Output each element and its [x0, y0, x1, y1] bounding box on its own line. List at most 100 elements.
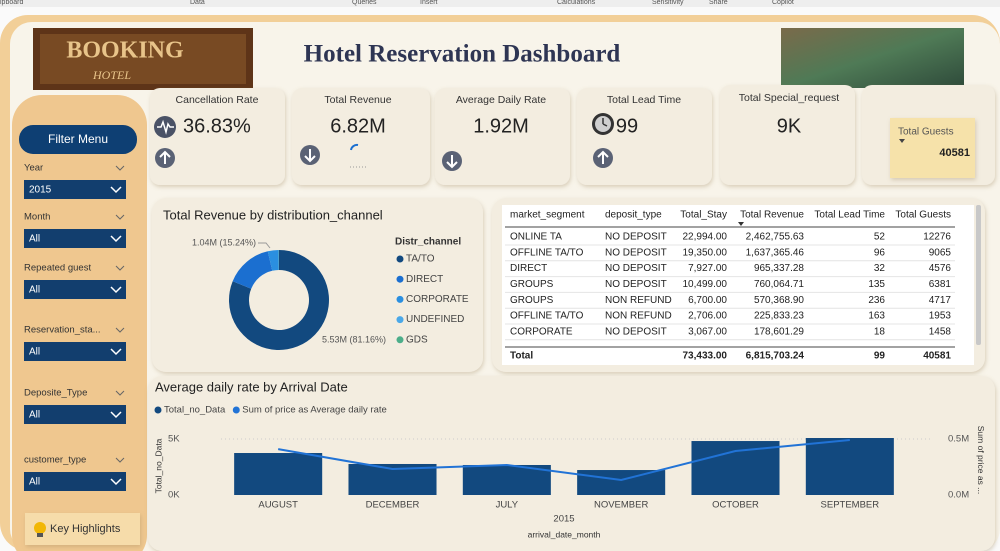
table-cell: OFFLINE TA/TO	[510, 311, 584, 322]
table-cell: NON REFUND	[605, 311, 672, 322]
kpi-label: Total Revenue	[324, 94, 391, 106]
table-cell: 96	[874, 247, 886, 258]
arrow	[597, 150, 609, 164]
filter-value[interactable]: All	[29, 477, 40, 488]
table-cell: ONLINE TA	[510, 232, 562, 243]
key-highlights-label[interactable]: Key Highlights	[50, 523, 121, 535]
legend-dot	[232, 406, 240, 414]
filter-menu-button[interactable]	[19, 125, 137, 154]
y2-axis-title: Sum of price as ...	[976, 426, 986, 495]
filter-label: Reservation_sta...	[24, 325, 101, 336]
kpi-card	[435, 88, 570, 185]
table-header: Total Revenue	[740, 210, 804, 221]
table-cell: NO DEPOSIT	[605, 232, 667, 243]
ribbon-tab: Data	[190, 0, 205, 6]
total-guests-card	[890, 118, 975, 178]
ribbon-tab: Queries	[352, 0, 377, 6]
table-cell: 4717	[929, 295, 952, 306]
sort-indicator	[738, 222, 744, 226]
bar	[805, 438, 894, 495]
filter-dropdown[interactable]	[24, 180, 126, 199]
filter-menu-label[interactable]: Filter Menu	[48, 132, 108, 146]
x-tick-label: SEPTEMBER	[821, 500, 880, 511]
legend-label: CORPORATE	[406, 294, 469, 305]
x-axis-title: arrival_date_month	[528, 529, 601, 539]
table-cell: 18	[874, 326, 886, 337]
filter-dropdown[interactable]	[24, 342, 126, 361]
kpi-label: Cancellation Rate	[176, 94, 259, 106]
x-tick-label: NOVEMBER	[594, 500, 649, 511]
table-cell: 163	[868, 311, 885, 322]
kpi-label: Average Daily Rate	[456, 94, 546, 106]
ribbon-tab: Copilot	[772, 0, 794, 6]
filter-dropdown[interactable]	[24, 472, 126, 491]
dropdown-chevron	[110, 411, 122, 419]
table-cell: 1,637,365.46	[746, 247, 805, 258]
y2-tick-label: 0.0M	[948, 490, 969, 501]
kpi-value: 6.82M	[330, 115, 386, 137]
table-total-cell: 40581	[923, 351, 951, 362]
chart-title: Average daily rate by Arrival Date	[155, 379, 348, 394]
legend-dot	[154, 406, 162, 414]
table-cell: GROUPS	[510, 295, 554, 306]
bar	[234, 453, 323, 495]
filter-chevron	[115, 214, 125, 220]
table-total-label: Total	[510, 351, 533, 362]
ribbon-tab: Insert	[420, 0, 438, 6]
bar	[577, 470, 666, 495]
filter-value[interactable]: All	[29, 285, 40, 296]
table-cell: 236	[868, 295, 885, 306]
filter-dropdown[interactable]	[24, 405, 126, 424]
filter-label: customer_type	[24, 455, 86, 466]
kpi-value: 9K	[777, 115, 802, 137]
x-tick-label: OCTOBER	[712, 500, 759, 511]
filter-dropdown[interactable]	[24, 280, 126, 299]
pulse-line	[157, 119, 174, 135]
filter-value[interactable]: All	[29, 234, 40, 245]
bar	[691, 441, 780, 495]
table-cell: 3,067.00	[688, 326, 727, 337]
table-total-cell: 73,433.00	[683, 351, 728, 362]
arrow	[446, 155, 458, 169]
bulb-base	[37, 533, 43, 537]
ribbon-tab: Calculations	[557, 0, 596, 6]
kpi-value: 36.83%	[183, 115, 251, 137]
legend-dot	[396, 336, 404, 344]
dashboard-title: Hotel Reservation Dashboard	[304, 41, 621, 68]
dropdown-chevron	[110, 478, 122, 486]
table-cell: CORPORATE	[510, 326, 573, 337]
table-cell: 52	[874, 232, 886, 243]
legend-dot	[396, 275, 404, 283]
kpi-label: Total Special_request	[739, 92, 839, 104]
table-total-cell: 6,815,703.24	[746, 351, 805, 362]
table-cell: 4576	[929, 263, 952, 274]
data-label: 5.53M (81.16%)	[322, 334, 386, 344]
filter-dropdown[interactable]	[24, 229, 126, 248]
filter-value[interactable]: All	[29, 410, 40, 421]
y-axis-title: Total_no_Data	[153, 438, 163, 493]
logo-text: BOOKING	[66, 38, 184, 64]
dropdown-chevron	[110, 186, 122, 194]
legend-label: TA/TO	[406, 254, 435, 265]
filter-label: Year	[24, 163, 43, 174]
filter-value[interactable]: 2015	[29, 185, 52, 196]
dropdown-chevron	[110, 235, 122, 243]
legend-title: Distr_channel	[395, 237, 461, 248]
dropdown-chevron	[110, 286, 122, 294]
table-header: Total Lead Time	[814, 210, 885, 221]
x-tick-label: AUGUST	[258, 500, 298, 511]
kpi-card	[292, 88, 430, 185]
table-cell: NO DEPOSIT	[605, 263, 667, 274]
kpi-value: 1.92M	[473, 115, 529, 137]
table-cell: 6381	[929, 279, 952, 290]
table-cell: 1953	[929, 311, 952, 322]
legend-dot	[396, 255, 404, 263]
table-header: deposit_type	[605, 210, 662, 221]
filter-value[interactable]: All	[29, 347, 40, 358]
kpi-value: 40581	[939, 147, 970, 159]
filter-chevron	[115, 165, 125, 171]
scrollbar[interactable]	[976, 205, 981, 345]
donut-slice	[228, 250, 329, 350]
bar	[462, 464, 551, 495]
